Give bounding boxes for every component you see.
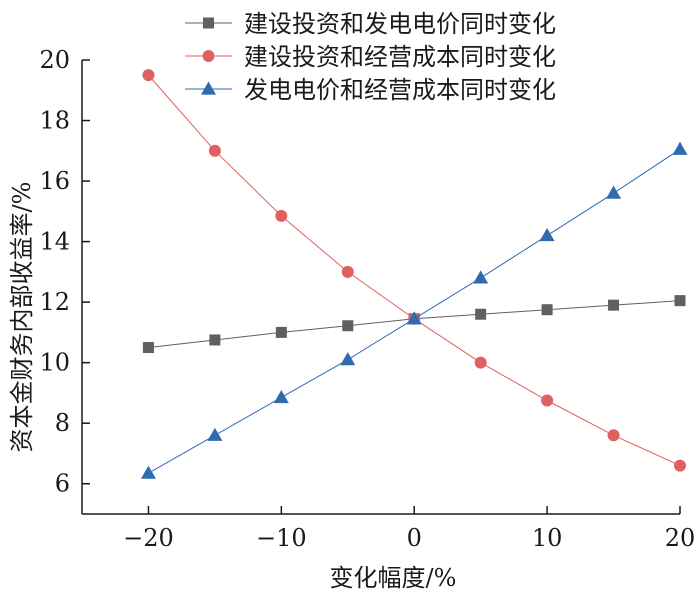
x-ticks: −20 −10 0 10 20 bbox=[123, 506, 695, 552]
legend-item: 建设投资和发电电价同时变化 bbox=[185, 10, 556, 38]
data-point bbox=[340, 352, 356, 366]
legend-marker bbox=[201, 81, 216, 95]
data-point bbox=[209, 334, 221, 346]
x-tick-label: 10 bbox=[532, 524, 563, 552]
axes bbox=[81, 60, 680, 515]
legend-marker bbox=[203, 17, 214, 29]
data-point bbox=[674, 459, 686, 472]
data-point bbox=[541, 304, 553, 316]
legend-marker bbox=[202, 50, 215, 62]
y-tick-label: 8 bbox=[55, 409, 70, 437]
series-line bbox=[148, 74, 681, 467]
series-line bbox=[148, 148, 681, 474]
data-point bbox=[539, 228, 555, 242]
x-tick-label: −10 bbox=[256, 524, 307, 552]
data-point bbox=[474, 356, 487, 369]
data-point bbox=[142, 69, 155, 82]
y-tick-label: 14 bbox=[39, 228, 70, 256]
y-axis-title: 资本金财务内部收益率/% bbox=[8, 182, 36, 453]
series-layer bbox=[140, 69, 688, 479]
x-axis-title: 变化幅度/% bbox=[330, 564, 457, 592]
y-tick-label: 6 bbox=[55, 470, 70, 498]
data-point bbox=[142, 342, 154, 354]
data-point bbox=[672, 141, 688, 155]
data-point bbox=[273, 389, 289, 404]
y-tick-label: 12 bbox=[39, 288, 70, 316]
data-point bbox=[140, 465, 156, 479]
series-price-cost bbox=[140, 141, 688, 479]
data-point bbox=[275, 209, 288, 222]
data-point bbox=[406, 311, 422, 325]
data-point bbox=[342, 320, 354, 332]
y-tick-label: 20 bbox=[39, 46, 70, 74]
data-point bbox=[608, 299, 620, 311]
data-point bbox=[541, 394, 554, 407]
data-point bbox=[275, 326, 287, 338]
data-point bbox=[607, 429, 620, 442]
series-invest-cost bbox=[142, 69, 686, 472]
data-point bbox=[473, 270, 489, 284]
y-tick-label: 18 bbox=[39, 107, 70, 135]
data-point bbox=[674, 295, 686, 307]
y-ticks: 6 8 10 12 14 16 18 20 bbox=[39, 46, 90, 498]
legend-item: 发电电价和经营成本同时变化 bbox=[185, 76, 556, 104]
y-tick-label: 16 bbox=[39, 167, 70, 195]
y-tick-label: 10 bbox=[39, 349, 70, 377]
x-tick-label: 20 bbox=[665, 524, 696, 552]
data-point bbox=[207, 427, 223, 441]
data-point bbox=[341, 265, 354, 278]
x-tick-label: 0 bbox=[407, 524, 422, 552]
legend-label: 建设投资和经营成本同时变化 bbox=[244, 43, 556, 71]
data-point bbox=[475, 308, 487, 320]
legend-label: 发电电价和经营成本同时变化 bbox=[244, 76, 556, 104]
data-point bbox=[606, 185, 622, 199]
x-tick-label: −20 bbox=[123, 524, 174, 552]
legend-label: 建设投资和发电电价同时变化 bbox=[244, 10, 556, 38]
legend-item: 建设投资和经营成本同时变化 bbox=[185, 43, 556, 71]
data-point bbox=[208, 144, 221, 157]
